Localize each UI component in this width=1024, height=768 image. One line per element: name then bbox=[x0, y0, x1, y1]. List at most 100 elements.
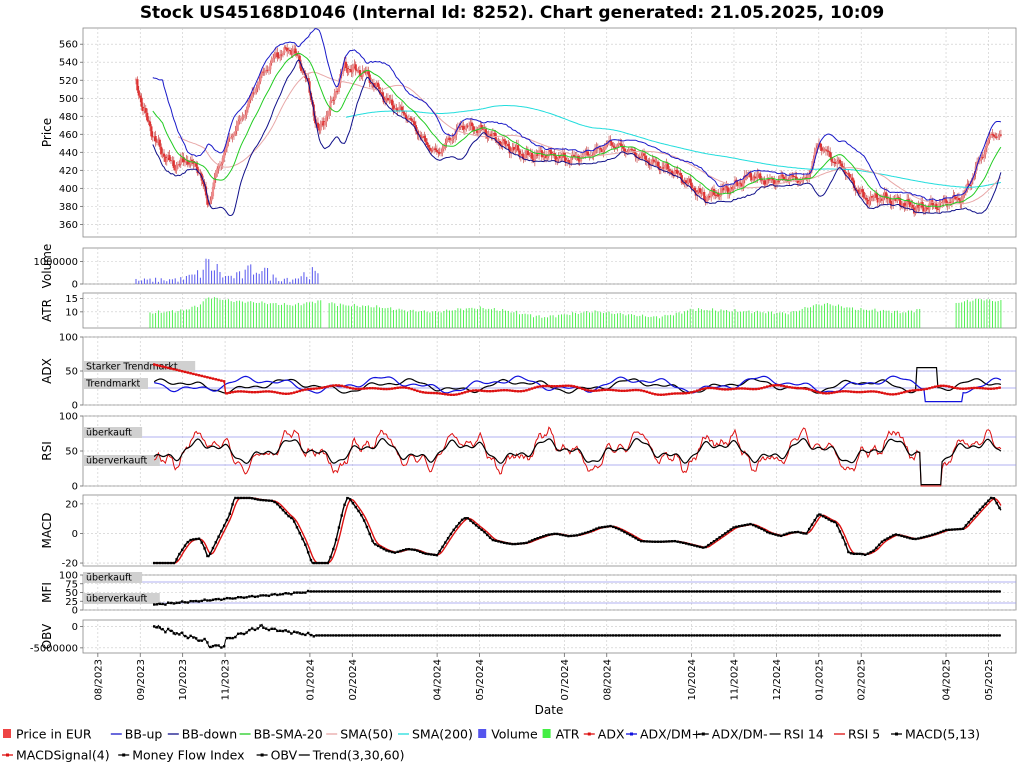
candle-body-67 bbox=[228, 137, 231, 139]
adx-mark-396 bbox=[707, 386, 710, 390]
mfi-mark-84 bbox=[270, 593, 273, 596]
candle-body-64 bbox=[224, 148, 227, 153]
candle-body-438 bbox=[747, 172, 751, 176]
macd-mark-70 bbox=[250, 497, 254, 500]
obv-mark-602 bbox=[995, 634, 998, 637]
mfi-mark-504 bbox=[858, 590, 861, 593]
macd-mark-456 bbox=[791, 531, 794, 534]
macd-mark-454 bbox=[788, 531, 791, 535]
adx-mark-582 bbox=[967, 387, 970, 390]
mfi-mark-226 bbox=[469, 590, 472, 593]
candle-body-8 bbox=[146, 112, 149, 121]
mfi-mark-362 bbox=[659, 590, 663, 593]
candle-body-302 bbox=[557, 155, 560, 160]
candle-body-330 bbox=[596, 147, 599, 149]
obv-mark-352 bbox=[645, 634, 649, 637]
macd-mark-144 bbox=[354, 505, 357, 509]
mfi-mark-376 bbox=[679, 590, 682, 593]
obv-mark-474 bbox=[816, 634, 819, 637]
macd-mark-512 bbox=[869, 550, 872, 554]
mfi-mark-200 bbox=[432, 590, 436, 593]
candle-body-447 bbox=[760, 179, 763, 181]
adx-mark-244 bbox=[494, 389, 497, 393]
candle-body-218 bbox=[440, 152, 443, 154]
obv-mark-296 bbox=[567, 634, 570, 637]
mfi-mark-446 bbox=[777, 590, 780, 593]
obv-mark-28 bbox=[192, 636, 195, 639]
legend-label-0: Price in EUR bbox=[16, 727, 92, 742]
candle-body-495 bbox=[827, 150, 830, 152]
mfi-mark-384 bbox=[690, 590, 693, 593]
adx-mark-64 bbox=[242, 390, 245, 393]
adx-mark-136 bbox=[343, 385, 346, 388]
obv-mark-576 bbox=[959, 634, 962, 637]
adx-mark-62 bbox=[239, 390, 243, 393]
mfi-mark-470 bbox=[810, 590, 814, 593]
candle-body-605 bbox=[981, 157, 984, 159]
adx-mark-222 bbox=[463, 391, 467, 394]
mfi-mark-20 bbox=[180, 600, 184, 603]
candle-body-46 bbox=[199, 172, 202, 174]
candle-body-18 bbox=[160, 146, 163, 155]
candle-body-455 bbox=[771, 178, 774, 181]
adx-mark-76 bbox=[259, 390, 262, 394]
xtick-label-13: 01/2025 bbox=[814, 659, 825, 701]
obv-mark-276 bbox=[539, 634, 542, 637]
candle-body-21 bbox=[164, 156, 167, 162]
obv-mark-502 bbox=[855, 634, 858, 637]
mfi-mark-478 bbox=[821, 590, 825, 593]
obv-mark-518 bbox=[877, 634, 881, 637]
obv-mark-188 bbox=[416, 634, 419, 637]
candle-body-351 bbox=[626, 152, 629, 154]
panel-frame-atr bbox=[82, 292, 1017, 329]
candle-body-466 bbox=[787, 180, 790, 182]
macd-mark-48 bbox=[220, 529, 223, 533]
candle-body-65 bbox=[225, 141, 229, 149]
legend: Price in EUR BB-up BB-down BB-SMA-20 SMA(50)… bbox=[0, 724, 1024, 768]
adx-mark-158 bbox=[374, 387, 377, 390]
adx-mark-8 bbox=[164, 365, 167, 369]
mfi-mark-344 bbox=[634, 590, 637, 593]
candle-body-520 bbox=[862, 191, 865, 198]
obv-mark-336 bbox=[623, 634, 626, 637]
candle-body-379 bbox=[665, 163, 668, 165]
candle-body-246 bbox=[479, 125, 482, 129]
bb-down-line bbox=[152, 59, 1002, 217]
candle-body-386 bbox=[675, 169, 678, 171]
adx-mark-4 bbox=[158, 364, 162, 368]
candle-body-557 bbox=[914, 209, 917, 214]
candle-body-394 bbox=[686, 182, 689, 184]
mfi-mark-104 bbox=[298, 591, 301, 594]
adx-mark-460 bbox=[796, 386, 800, 390]
candle-body-164 bbox=[364, 70, 367, 74]
adx-mark-96 bbox=[287, 392, 290, 395]
legend-item-14: MACDSignal(4) bbox=[2, 748, 110, 763]
macd-mark-2 bbox=[155, 561, 159, 565]
obv-mark-16 bbox=[175, 632, 178, 635]
candle-body-141 bbox=[332, 99, 335, 101]
adx-mark-312 bbox=[589, 389, 593, 392]
candle-body-606 bbox=[983, 154, 986, 158]
candle-body-503 bbox=[838, 159, 842, 164]
obv-mark-226 bbox=[469, 634, 472, 637]
adx-mark-104 bbox=[298, 389, 301, 393]
macd-mark-318 bbox=[598, 526, 601, 529]
mfi-mark-250 bbox=[502, 590, 506, 593]
adx-mark-50 bbox=[222, 380, 226, 383]
mfi-mark-440 bbox=[768, 590, 772, 593]
mfi-mark-74 bbox=[256, 595, 259, 598]
macd-mark-532 bbox=[897, 533, 900, 537]
candle-body-284 bbox=[532, 158, 535, 161]
candle-body-35 bbox=[183, 161, 187, 163]
ytick-label-atr-1: 15 bbox=[65, 294, 78, 305]
obv-mark-246 bbox=[497, 634, 500, 637]
mfi-mark-168 bbox=[388, 590, 391, 593]
macd-mark-484 bbox=[830, 519, 833, 523]
mfi-mark-580 bbox=[964, 590, 968, 593]
candle-body-497 bbox=[830, 156, 833, 162]
candle-body-353 bbox=[628, 149, 632, 151]
ytick-label-price-3: 420 bbox=[59, 166, 78, 177]
candle-body-382 bbox=[669, 170, 672, 172]
candle-body-543 bbox=[894, 198, 898, 202]
candle-body-548 bbox=[901, 203, 905, 206]
